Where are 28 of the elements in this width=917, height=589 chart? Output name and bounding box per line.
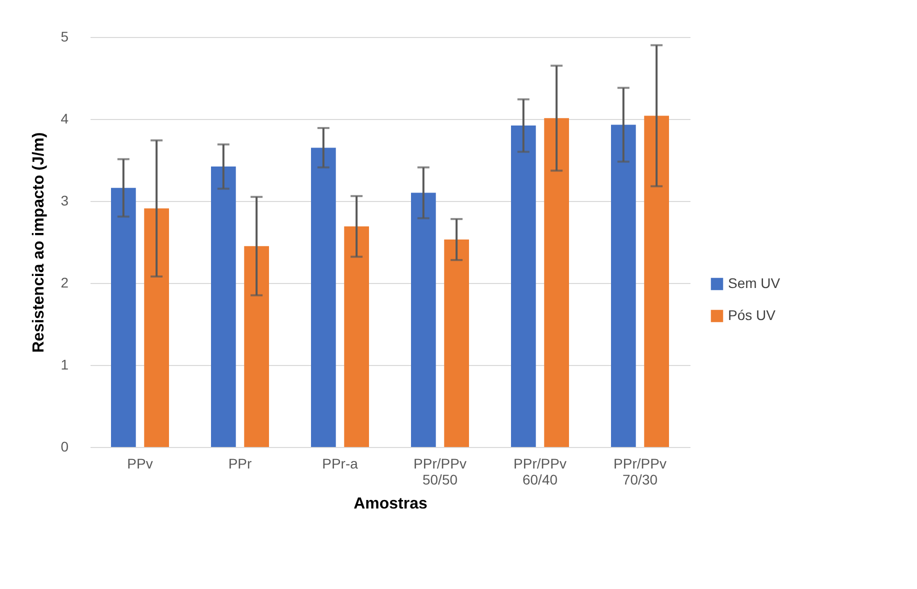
- bar: [411, 192, 436, 447]
- x-tick-label: PPr-a: [322, 456, 358, 472]
- bar: [544, 118, 569, 447]
- legend-label: Sem UV: [728, 275, 781, 291]
- bar: [611, 124, 636, 447]
- x-tick-label: PPv: [127, 456, 153, 472]
- y-tick-label: 4: [60, 110, 69, 126]
- bar: [344, 226, 369, 447]
- bar: [111, 188, 136, 447]
- x-tick-label: PPr/PPv 70/30: [614, 456, 666, 488]
- legend-label: Pós UV: [728, 307, 776, 323]
- x-axis-title: Amostras: [354, 496, 428, 512]
- x-tick-label: PPr/PPv 60/40: [514, 456, 566, 488]
- y-axis-title: Resistencia ao impacto (J/m): [30, 132, 48, 353]
- y-tick-label: 1: [60, 356, 69, 372]
- y-tick-label: 0: [60, 438, 69, 454]
- bar: [511, 126, 536, 447]
- bar: [311, 148, 336, 447]
- bar: [244, 246, 269, 447]
- y-tick-label: 2: [60, 274, 69, 290]
- y-tick-label: 5: [60, 28, 69, 44]
- bar: [144, 208, 169, 447]
- bar: [211, 166, 236, 447]
- bar: [644, 116, 669, 447]
- bar: [444, 240, 469, 447]
- x-tick-label: PPr: [228, 456, 252, 472]
- x-tick-label: PPr/PPv 50/50: [414, 456, 466, 488]
- y-tick-label: 3: [60, 192, 69, 208]
